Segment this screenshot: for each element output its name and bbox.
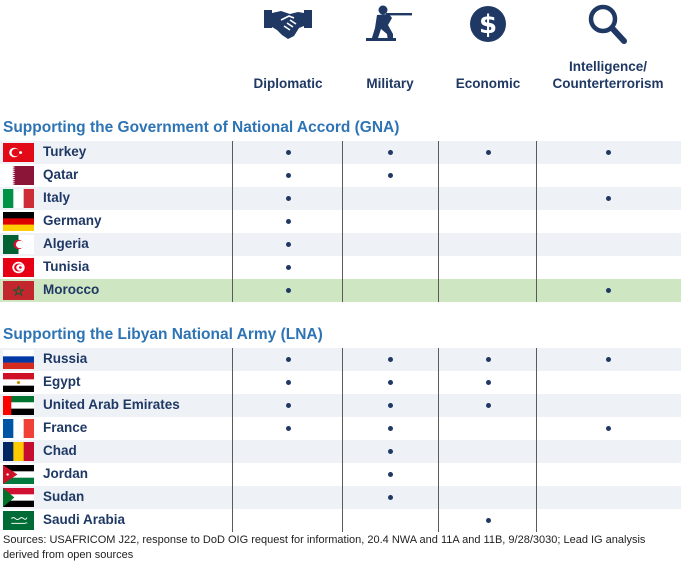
country-name: Chad [43,443,77,458]
country-name: France [43,420,88,435]
column-header-military: Military [345,0,435,96]
table-row: Italy [0,187,681,210]
support-dot [285,219,291,224]
column-divider [536,348,537,532]
flag-morocco-icon [3,281,34,300]
flag-chad-icon [3,442,34,461]
column-divider [232,141,233,302]
column-divider [232,348,233,532]
flag-egypt-icon [3,373,34,392]
support-dot [387,449,393,454]
column-header-diplomatic: Diplomatic [238,0,338,96]
support-dot [485,518,491,523]
support-dot [387,403,393,408]
dollar-icon: $ [464,4,512,48]
column-divider [342,141,343,302]
country-name: Algeria [43,236,89,251]
flag-turkey-icon [3,143,34,162]
support-dot [485,150,491,155]
column-divider [438,348,439,532]
flag-russia-icon [3,350,34,369]
country-name: Egypt [43,374,81,389]
column-divider [438,141,439,302]
flag-italy-icon [3,189,34,208]
svg-text:$: $ [479,10,497,40]
country-name: Turkey [43,144,87,159]
column-label: Diplomatic [253,76,323,91]
section-title: Supporting the Government of National Ac… [3,119,400,136]
table-row: Saudi Arabia [0,509,681,532]
table-row: Tunisia [0,256,681,279]
support-dot [387,173,393,178]
country-name: Qatar [43,167,79,182]
column-label: Military [366,76,414,91]
table-row: Turkey [0,141,681,164]
column-header-intelligence: Intelligence/Counterterrorism [538,0,678,96]
table-row: Sudan [0,486,681,509]
support-dot [285,426,291,431]
flag-saudi-icon [3,511,34,530]
support-dot [485,380,491,385]
support-dot [387,426,393,431]
country-name: Saudi Arabia [43,512,126,527]
table-row: Egypt [0,371,681,394]
country-name: Russia [43,351,88,366]
country-name: Tunisia [43,259,90,274]
support-dot [285,357,291,362]
handshake-icon [264,4,312,48]
country-name: Germany [43,213,102,228]
column-label: Economic [455,76,521,91]
support-dot [605,426,611,431]
support-dot [485,403,491,408]
table-row: Germany [0,210,681,233]
country-name: Morocco [43,282,100,297]
support-dot [485,357,491,362]
support-dot [605,150,611,155]
table-row: Qatar [0,164,681,187]
table-row: Morocco [0,279,681,302]
support-dot [605,196,611,201]
country-name: Jordan [43,466,89,481]
support-dot [387,357,393,362]
sources-note: Sources: USAFRICOM J22, response to DoD … [3,534,646,561]
flag-france-icon [3,419,34,438]
flag-qatar-icon [3,166,34,185]
column-label: Intelligence/Counterterrorism [552,59,664,91]
support-dot [285,173,291,178]
country-name: United Arab Emirates [43,397,180,412]
flag-germany-icon [3,212,34,231]
support-dot [285,288,291,293]
support-dot [387,495,393,500]
column-divider [342,348,343,532]
table-row: Chad [0,440,681,463]
soldier-icon [366,4,414,48]
flag-jordan-icon [3,465,34,484]
section-title: Supporting the Libyan National Army (LNA… [3,326,323,343]
table-row: France [0,417,681,440]
support-dot [285,150,291,155]
flag-algeria-icon [3,235,34,254]
flag-uae-icon [3,396,34,415]
column-divider [536,141,537,302]
support-dot [605,288,611,293]
support-dot [285,196,291,201]
support-dot [285,380,291,385]
magnifier-icon [584,4,632,48]
country-name: Italy [43,190,71,205]
support-dot [285,265,291,270]
country-name: Sudan [43,489,85,504]
support-dot [605,357,611,362]
table-row: Algeria [0,233,681,256]
column-header-economic: $ Economic [443,0,533,96]
table-row: Russia [0,348,681,371]
table-row: Jordan [0,463,681,486]
support-dot [285,403,291,408]
support-dot [387,150,393,155]
support-dot [387,380,393,385]
support-dot [285,242,291,247]
table-row: United Arab Emirates [0,394,681,417]
support-dot [387,472,393,477]
flag-sudan-icon [3,488,34,507]
flag-tunisia-icon [3,258,34,277]
